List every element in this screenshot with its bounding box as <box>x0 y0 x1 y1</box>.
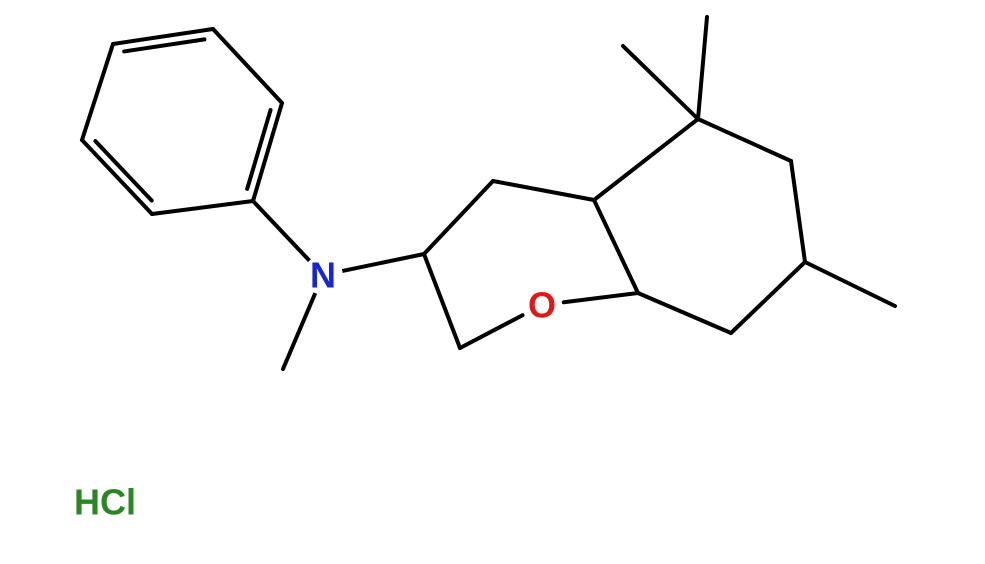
bond <box>460 315 523 348</box>
bond <box>82 44 113 140</box>
bond <box>594 119 698 200</box>
bond <box>731 262 805 333</box>
bond <box>791 161 805 262</box>
bond <box>805 262 895 306</box>
molecule-canvas: N O HCl <box>0 0 985 564</box>
bond <box>424 181 493 254</box>
bond <box>283 293 315 369</box>
bond <box>424 254 460 348</box>
bond <box>564 293 638 302</box>
bond-inner <box>95 141 151 200</box>
hcl-label: HCl <box>74 482 136 523</box>
bond <box>213 29 282 103</box>
bond <box>152 201 253 214</box>
bond <box>698 119 791 161</box>
bond <box>82 140 152 214</box>
bond <box>638 293 731 333</box>
bond <box>253 201 309 260</box>
bond <box>623 46 698 119</box>
atom-label-o: O <box>528 285 556 326</box>
bond <box>594 200 638 293</box>
bond <box>343 254 424 271</box>
bond <box>493 181 594 200</box>
atom-label-n: N <box>310 255 336 296</box>
bond <box>698 17 707 119</box>
